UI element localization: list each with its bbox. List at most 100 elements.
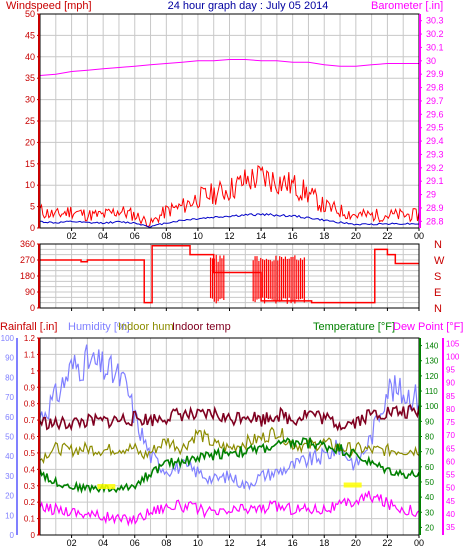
humidity-ytick-label: 20 <box>5 492 14 501</box>
series-indoor-temp-line <box>39 404 420 432</box>
dew-ytick-label: 80 <box>446 405 455 414</box>
rain-ytick-label: 0.4 <box>24 465 36 474</box>
wind-ytick-label: 35 <box>25 73 35 83</box>
humidity-ytick-label: 0 <box>10 531 15 540</box>
series-indoor-hum-line <box>39 426 420 465</box>
wind-panel-xtick-label: 06 <box>130 231 140 241</box>
climate-panel-xtick-label: 00 <box>414 538 424 548</box>
dew-ytick-label: 65 <box>446 444 455 453</box>
dew-ytick-label: 60 <box>446 457 455 466</box>
baro-ytick-label: 29.4 <box>426 136 444 146</box>
direction-ytick-label: 0 <box>30 303 35 313</box>
wind-panel-xtick-label: 12 <box>224 231 234 241</box>
climate-panel-xtick-label: 18 <box>319 538 329 548</box>
climate-panel-xtick-label: 04 <box>98 538 108 548</box>
windspeed-title: Windspeed [mph] <box>6 0 92 12</box>
legend-humidity: Humidity [%] <box>68 321 130 333</box>
humidity-ytick-label: 100 <box>1 334 15 343</box>
legend-indoor-temp: Indoor temp <box>172 321 231 333</box>
legend-dew-point: Dew Point [°F] <box>393 321 463 333</box>
rain-ytick-label: 0.5 <box>24 449 36 458</box>
direction-ytick-label: 90 <box>25 287 35 297</box>
direction-compass-label: N <box>434 303 442 315</box>
wind-panel-xtick-label: 04 <box>98 231 108 241</box>
rain-ytick-label: 0 <box>31 531 36 540</box>
dew-ytick-label: 75 <box>446 418 455 427</box>
humidity-ytick-label: 90 <box>5 354 14 363</box>
rain-ytick-label: 1.2 <box>24 334 36 343</box>
baro-ytick-label: 30 <box>426 56 436 66</box>
direction-ytick-label: 180 <box>20 271 35 281</box>
rain-ytick-label: 0.8 <box>24 400 36 409</box>
direction-compass-label: W <box>434 255 445 267</box>
extreme-marker <box>343 482 362 488</box>
baro-ytick-label: 29.1 <box>426 176 444 186</box>
tick-layer: 02 04 06 08 10 12 14 16 18 20 22 000510152025303540… <box>1 9 460 548</box>
baro-ytick-label: 29.6 <box>426 109 444 119</box>
temp-ytick-label: 120 <box>425 372 439 381</box>
direction-ytick-label: 270 <box>20 255 35 265</box>
baro-ytick-label: 28.9 <box>426 203 444 213</box>
wind-ytick-label: 15 <box>25 159 35 169</box>
rain-ytick-label: 1 <box>31 367 36 376</box>
wind-ytick-label: 5 <box>30 202 35 212</box>
climate-panel-xtick-label: 10 <box>193 538 203 548</box>
temp-ytick-label: 20 <box>425 523 434 532</box>
humidity-ytick-label: 40 <box>5 452 14 461</box>
baro-ytick-label: 29.2 <box>426 163 444 173</box>
wind-panel-xtick-label: 02 <box>67 231 77 241</box>
climate-panel-xtick-label: 16 <box>288 538 298 548</box>
series-direction-line <box>40 245 419 304</box>
rain-ytick-label: 0.9 <box>24 383 36 392</box>
temp-ytick-label: 100 <box>425 402 439 411</box>
wind-ytick-label: 10 <box>25 180 35 190</box>
legend-rainfall: Rainfall [.in] <box>0 321 57 333</box>
wind-ytick-label: 25 <box>25 116 35 126</box>
extreme-marker <box>97 484 116 490</box>
temp-ytick-label: 40 <box>425 493 434 502</box>
series-barometer-line <box>39 59 419 76</box>
baro-ytick-label: 30.2 <box>426 29 444 39</box>
temp-ytick-label: 90 <box>425 417 434 426</box>
humidity-ytick-label: 30 <box>5 472 14 481</box>
temp-ytick-label: 80 <box>425 433 434 442</box>
wind-ytick-label: 45 <box>25 30 35 40</box>
humidity-ytick-label: 50 <box>5 433 14 442</box>
temp-ytick-label: 70 <box>425 448 434 457</box>
rain-ytick-label: 0.2 <box>24 498 36 507</box>
wind-ytick-label: 30 <box>25 95 35 105</box>
baro-ytick-label: 29.7 <box>426 96 444 106</box>
wind-panel-xtick-label: 10 <box>193 231 203 241</box>
climate-panel-xtick-label: 20 <box>351 538 361 548</box>
climate-panel-xtick-label: 14 <box>256 538 266 548</box>
dew-ytick-label: 45 <box>446 497 455 506</box>
climate-panel-xtick-label: 22 <box>382 538 392 548</box>
dew-ytick-label: 90 <box>446 379 455 388</box>
series-dew-point-line <box>39 490 420 527</box>
baro-ytick-label: 29.5 <box>426 123 444 133</box>
baro-ytick-label: 29.3 <box>426 149 444 159</box>
temp-ytick-label: 50 <box>425 478 434 487</box>
rain-ytick-label: 0.7 <box>24 416 36 425</box>
climate-panel-xtick-label: 02 <box>67 538 77 548</box>
baro-ytick-label: 29 <box>426 190 436 200</box>
rain-ytick-label: 1.1 <box>24 350 36 359</box>
baro-ytick-label: 30.1 <box>426 42 444 52</box>
dew-ytick-label: 70 <box>446 431 455 440</box>
wind-panel-xtick-label: 14 <box>256 231 266 241</box>
legend-indoor-hum: Indoor hum <box>118 321 174 333</box>
baro-ytick-label: 29.8 <box>426 83 444 93</box>
climate-panel-xtick-label: 06 <box>130 538 140 548</box>
temp-ytick-label: 30 <box>425 508 434 517</box>
direction-ytick-label: 360 <box>20 239 35 249</box>
legend-temperature: Temperature [°F] <box>313 321 395 333</box>
humidity-ytick-label: 60 <box>5 413 14 422</box>
wind-panel-xtick-label: 08 <box>161 231 171 241</box>
baro-ytick-label: 29.9 <box>426 69 444 79</box>
wind-ytick-label: 40 <box>25 52 35 62</box>
barometer-title: Barometer [.in] <box>371 0 443 12</box>
rain-ytick-label: 0.6 <box>24 433 36 442</box>
rain-ytick-label: 0.3 <box>24 482 36 491</box>
dew-ytick-label: 35 <box>446 523 455 532</box>
